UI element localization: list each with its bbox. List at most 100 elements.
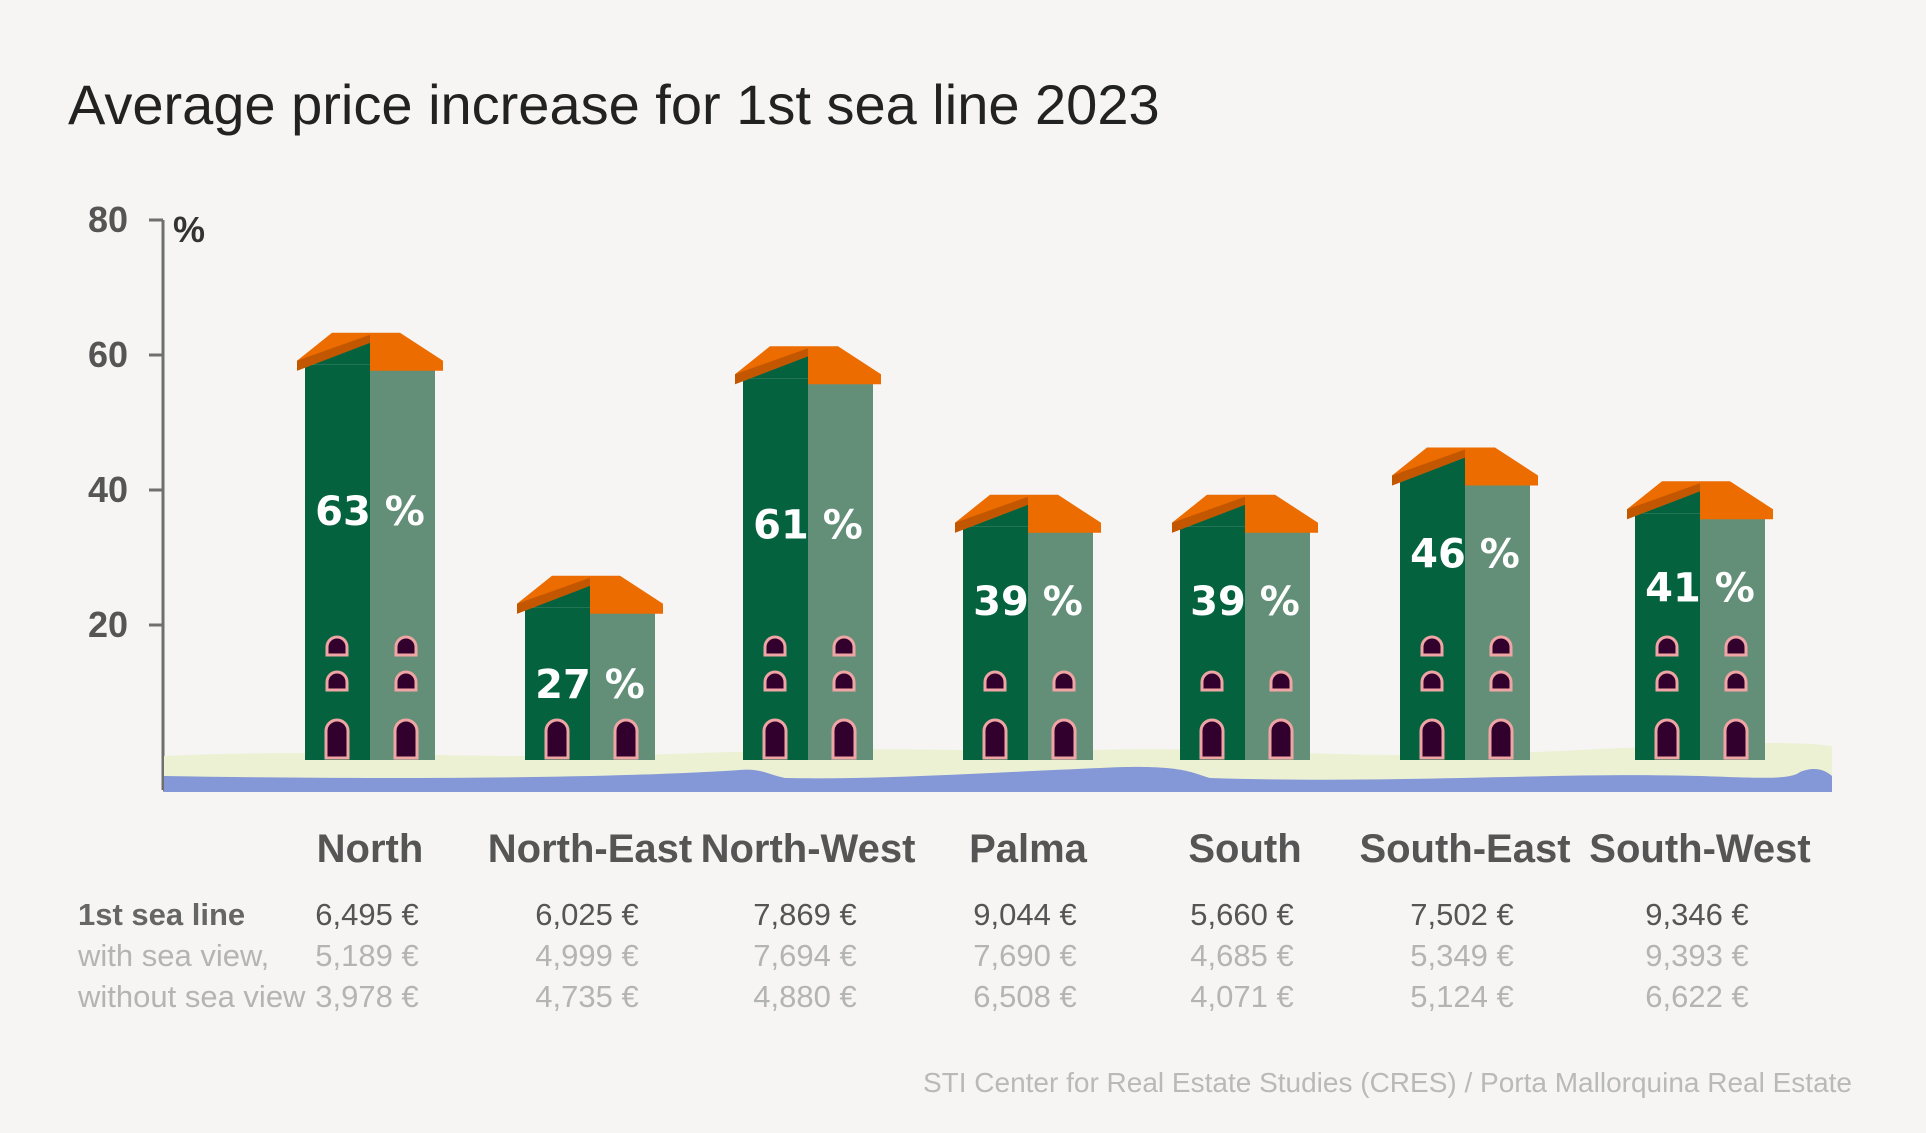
y-tick-label: 20 (88, 604, 128, 645)
bar-window (1051, 718, 1077, 760)
table-cell: 5,124 € (1410, 979, 1513, 1014)
table-row-label: 1st sea line (78, 897, 245, 932)
bar-facade-dark (1400, 479, 1465, 760)
table-cell: 7,502 € (1410, 897, 1513, 932)
bar-roof-shade (517, 577, 590, 614)
bar-roof (1392, 447, 1538, 486)
bar-value-label: 61 % (753, 502, 863, 548)
chart-title: Average price increase for 1st sea line … (68, 73, 1160, 136)
water-strip (164, 766, 1832, 792)
coastline (164, 742, 1832, 792)
bar-value-label: 39 % (1190, 579, 1300, 625)
y-tick-label: 80 (88, 199, 128, 240)
bar-value-label: 27 % (535, 662, 645, 708)
bar-window (393, 718, 419, 760)
price-table: 1st sea line 6,495 € 6,025 € 7,869 € 9,044 €… (77, 897, 1749, 1014)
category-label: South (1188, 827, 1301, 871)
table-cell: 5,189 € (315, 938, 418, 973)
category-label: Palma (969, 827, 1088, 871)
bar-value-label: 46 % (1410, 532, 1520, 578)
bar-facade-dark (305, 364, 370, 760)
bar-window (1200, 670, 1224, 692)
bar-value-label: 41 % (1645, 565, 1755, 611)
bar-window (832, 635, 856, 657)
bar-window (1199, 718, 1225, 760)
category-label: South-East (1359, 827, 1570, 871)
bar-roof-shade (955, 496, 1028, 533)
table-cell: 7,690 € (973, 938, 1076, 973)
category-label: North-West (701, 827, 916, 871)
bar-value-label: 39 % (973, 579, 1083, 625)
bar-window (325, 670, 349, 692)
bar-roof (1172, 494, 1318, 533)
bar-window (1420, 670, 1444, 692)
bar-window (1654, 718, 1680, 760)
bar-window (1420, 635, 1444, 657)
bar-roof (955, 494, 1101, 533)
bar-window (983, 670, 1007, 692)
bar-window (1724, 670, 1748, 692)
table-cell: 4,685 € (1190, 938, 1293, 973)
bar-roof-shade (735, 348, 808, 385)
table-cell: 5,660 € (1190, 897, 1293, 932)
bar-window (1655, 670, 1679, 692)
table-cell: 9,393 € (1645, 938, 1748, 973)
bar-roof-shade (1172, 496, 1245, 533)
bar-south-west: 41 % (1627, 481, 1773, 760)
sand-strip (164, 742, 1832, 782)
table-row-label: with sea view, (77, 938, 269, 973)
bar-window (831, 718, 857, 760)
bar-window (1488, 718, 1514, 760)
table-cell: 9,044 € (973, 897, 1076, 932)
bar-window (1052, 670, 1076, 692)
bar-north: 63 % (297, 332, 443, 760)
bar-facade-light (808, 378, 873, 760)
bar-facade-light (370, 364, 435, 760)
table-cell: 7,694 € (753, 938, 856, 973)
table-cell: 5,349 € (1410, 938, 1513, 973)
y-tick-label: 60 (88, 334, 128, 375)
bar-window (763, 635, 787, 657)
bar-window (763, 670, 787, 692)
bar-facade-dark (743, 378, 808, 760)
bar-window (1489, 670, 1513, 692)
table-cell: 3,978 € (315, 979, 418, 1014)
bar-north-west: 61 % (735, 346, 881, 760)
bar-roof-shade (297, 334, 370, 371)
bar-window (982, 718, 1008, 760)
bar-window (1269, 670, 1293, 692)
bar-window (1419, 718, 1445, 760)
bar-window (324, 718, 350, 760)
table-cell: 7,869 € (753, 897, 856, 932)
bar-window (394, 635, 418, 657)
category-label: South-West (1589, 827, 1810, 871)
bar-window (544, 718, 570, 760)
bar-roof (297, 332, 443, 371)
category-labels: North North-East North-West Palma South South… (317, 827, 1811, 871)
bar-facade-light (1465, 479, 1530, 760)
y-axis-unit: % (173, 209, 205, 250)
bar-north-east: 27 % (517, 575, 663, 760)
table-cell: 6,025 € (535, 897, 638, 932)
bar-window (832, 670, 856, 692)
bar-window (1268, 718, 1294, 760)
table-row-label: without sea view (77, 979, 306, 1014)
table-cell: 6,495 € (315, 897, 418, 932)
bar-value-label: 63 % (315, 489, 425, 535)
bar-palma: 39 % (955, 494, 1101, 760)
bar-roof (735, 346, 881, 385)
bars: 63 % 27 % 61 % 39 % 39 % 46 % 41 % (297, 332, 1773, 760)
table-cell: 4,735 € (535, 979, 638, 1014)
bar-window (762, 718, 788, 760)
bar-roof (517, 575, 663, 614)
table-cell: 9,346 € (1645, 897, 1748, 932)
table-cell: 6,508 € (973, 979, 1076, 1014)
bar-south-east: 46 % (1392, 447, 1538, 760)
bar-roof-shade (1627, 483, 1700, 520)
table-cell: 4,880 € (753, 979, 856, 1014)
category-label: North-East (488, 827, 692, 871)
bar-window (1723, 718, 1749, 760)
y-tick-label: 40 (88, 469, 128, 510)
source-note: STI Center for Real Estate Studies (CRES… (923, 1067, 1852, 1098)
bar-roof (1627, 481, 1773, 520)
